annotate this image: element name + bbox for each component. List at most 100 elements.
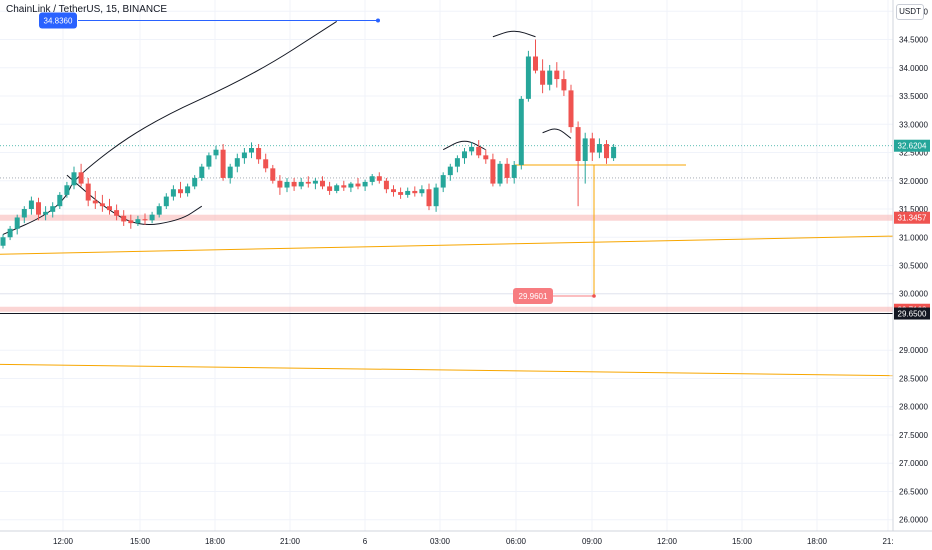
candle-body	[270, 168, 276, 181]
candle-body	[376, 176, 382, 181]
candle-body	[533, 56, 538, 71]
candle-body	[483, 155, 489, 160]
candle-body	[518, 98, 524, 165]
time-tick-label: 06:00	[506, 537, 527, 546]
price-tick-label: 27.5000	[899, 431, 928, 440]
candle-body	[128, 220, 134, 224]
candle-body	[241, 152, 247, 159]
candle-body	[589, 138, 595, 153]
candle-body	[64, 185, 70, 195]
candle-body	[305, 181, 311, 184]
currency-badge[interactable]: USDT	[896, 4, 924, 20]
symbol-title[interactable]: ChainLink / TetherUS, 15, BINANCE	[6, 4, 168, 15]
price-tick-label: 34.0000	[899, 64, 928, 73]
price-point-blue	[376, 18, 380, 23]
grid-lines	[0, 0, 893, 531]
axis-price-tag-text: 29.6500	[898, 310, 927, 319]
candle-body	[71, 172, 77, 186]
candle-body	[50, 206, 56, 212]
candle-body	[454, 158, 460, 167]
candle-body	[447, 166, 453, 176]
candle-body	[14, 217, 20, 229]
candle-body	[426, 189, 432, 207]
candle-body	[135, 219, 141, 224]
candle-body	[462, 151, 467, 159]
candle-body	[0, 237, 6, 246]
annotation-layer[interactable]: 34.8360 29.9601	[39, 12, 596, 304]
candle-body	[355, 183, 361, 187]
candle-body	[156, 206, 162, 215]
candle-body	[490, 159, 496, 184]
trend-line-lower	[0, 363, 894, 377]
candle-body	[234, 158, 240, 167]
price-axis[interactable]: 35.000034.500034.000033.500033.000032.50…	[0, 0, 932, 532]
axis-price-tag	[894, 139, 930, 152]
candle-body	[561, 79, 567, 91]
price-tick-label: 32.0000	[899, 177, 928, 186]
candle-body	[348, 183, 354, 188]
time-tick-label: 21:	[882, 537, 893, 546]
time-tick-label: 6	[363, 537, 368, 546]
candle-body	[291, 181, 297, 187]
candle-body	[327, 186, 333, 191]
support-band	[0, 306, 893, 312]
drawing-layer[interactable]	[0, 21, 894, 377]
candle-body	[21, 209, 27, 218]
candle-body	[85, 183, 91, 201]
candle-body	[92, 200, 98, 204]
price-tick-label: 33.0000	[899, 120, 928, 129]
candle-body	[320, 180, 325, 187]
time-tick-label: 12:00	[657, 537, 678, 546]
price-label-blue	[39, 12, 77, 29]
price-tick-label: 28.0000	[899, 403, 928, 412]
candle-body	[28, 200, 34, 210]
candle-body	[213, 149, 219, 156]
candle-body	[476, 146, 482, 156]
candle-body	[107, 206, 112, 211]
hand-drawn-curve	[542, 128, 572, 139]
time-tick-label: 18:00	[807, 537, 828, 546]
candle-body	[604, 144, 609, 159]
candle-body	[469, 146, 475, 152]
candle-body	[99, 203, 105, 207]
price-label-red	[513, 287, 553, 304]
time-tick-label: 15:00	[130, 537, 151, 546]
candle-body	[36, 202, 41, 215]
candle-body	[575, 127, 581, 161]
price-tick-label: 31.5000	[899, 205, 928, 214]
price-tick-label: 32.5000	[899, 149, 928, 158]
candle-body	[596, 144, 602, 153]
candle-body	[185, 186, 191, 194]
candle-body	[284, 181, 290, 188]
price-tick-label: 31.0000	[899, 233, 928, 242]
candle-body	[504, 163, 510, 178]
candle-body	[334, 185, 340, 191]
candle-body	[391, 189, 396, 193]
price-tick-label: 26.0000	[899, 516, 928, 525]
candle-body	[78, 172, 84, 184]
candle-body	[163, 196, 169, 207]
time-tick-label: 18:00	[205, 537, 226, 546]
candle-body	[149, 214, 155, 221]
candle-body	[277, 180, 283, 188]
hand-drawn-curve	[66, 174, 203, 226]
price-tick-label: 28.5000	[899, 374, 928, 383]
candle-body	[440, 175, 446, 188]
time-axis[interactable]: 12:00 15:00 18:00 21:00 6 03:00 06:00 09:00 12:0…	[53, 537, 894, 546]
hand-drawn-curve	[2, 21, 337, 235]
price-point-red	[592, 294, 596, 298]
price-tick-label: 34.5000	[899, 36, 928, 45]
candle-body	[256, 148, 262, 160]
candle-series	[0, 39, 617, 249]
candle-body	[7, 228, 13, 238]
candle-body	[398, 192, 404, 195]
price-tick-label: 33.5000	[899, 92, 928, 101]
candle-body	[206, 155, 212, 167]
resistance-band	[0, 214, 893, 221]
price-tick-label: 26.5000	[899, 487, 928, 496]
hand-drawn-curve	[492, 30, 536, 38]
candle-body	[227, 166, 233, 178]
axis-price-tag-text: 31.3457	[898, 214, 927, 223]
candle-body	[497, 163, 503, 184]
